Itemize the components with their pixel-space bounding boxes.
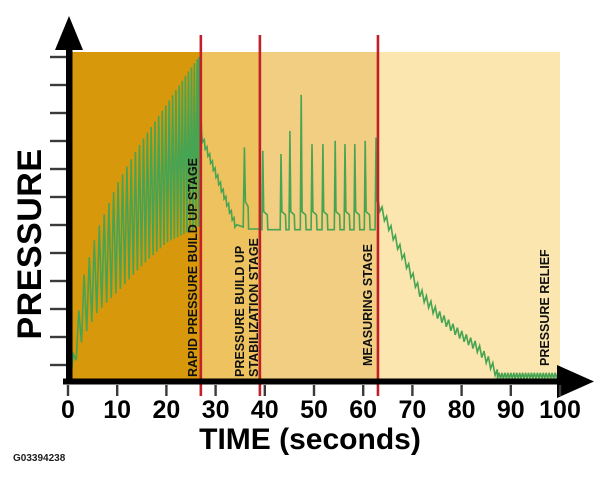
y-tick <box>50 223 66 227</box>
x-tick-20 <box>165 385 168 396</box>
x-tick-100 <box>558 385 562 396</box>
stage-region-4 <box>377 52 560 381</box>
x-axis-tick-labels: 0 10 20 30 40 50 60 70 80 90 100 <box>61 396 581 424</box>
y-axis-title: PRESSURE <box>11 148 49 339</box>
stage-label-2-line-2: STABILIZATION STAGE <box>247 238 261 377</box>
x-axis-title: TIME (seconds) <box>199 423 421 456</box>
stage-region-2 <box>200 52 260 381</box>
y-tick <box>50 335 66 339</box>
stage-label-1-line-1: RAPID PRESSURE BUILD UP STAGE <box>186 158 200 377</box>
y-tick <box>50 307 66 311</box>
x-tick-label-20: 20 <box>152 396 180 424</box>
x-tick-10 <box>116 385 119 396</box>
x-tick-70 <box>411 385 414 396</box>
x-tick-label-0: 0 <box>61 396 75 424</box>
pressure-curve-group <box>69 56 561 380</box>
stage-label-3-line-1: MEASURING STAGE <box>361 244 375 366</box>
x-tick-label-90: 90 <box>497 396 525 424</box>
stage-boundary-lines <box>199 35 380 396</box>
y-tick <box>50 363 66 367</box>
y-tick <box>50 167 66 171</box>
x-tick-label-60: 60 <box>349 396 377 424</box>
stage-label-2-line-1: PRESSURE BUILD UP <box>233 246 247 377</box>
y-axis-line <box>66 46 73 384</box>
y-axis-arrowhead-icon <box>55 16 83 50</box>
stage-labels: RAPID PRESSURE BUILD UP STAGE PRESSURE BU… <box>186 158 552 377</box>
x-tick-0 <box>66 385 70 396</box>
x-tick-80 <box>460 385 463 396</box>
x-tick-60 <box>362 385 365 396</box>
x-tick-label-80: 80 <box>448 396 476 424</box>
y-tick <box>50 251 66 255</box>
x-tick-40 <box>263 385 266 396</box>
y-tick <box>50 279 66 283</box>
y-tick <box>50 111 66 115</box>
x-axis-arrowhead-icon <box>557 365 594 398</box>
x-axis-ticks <box>66 385 562 396</box>
x-tick-30 <box>214 385 217 396</box>
stage-label-4-line-1: PRESSURE RELIEF <box>538 249 552 366</box>
x-tick-label-70: 70 <box>398 396 426 424</box>
y-tick <box>50 55 66 59</box>
y-tick <box>50 83 66 87</box>
y-tick <box>50 139 66 143</box>
x-axis-line <box>63 378 559 385</box>
x-tick-90 <box>509 385 512 396</box>
x-tick-label-30: 30 <box>202 396 230 424</box>
x-tick-50 <box>312 385 316 396</box>
figure-id: G03394238 <box>13 453 66 464</box>
x-tick-label-50: 50 <box>300 396 328 424</box>
pressure-trace <box>69 56 561 380</box>
y-axis-ticks <box>50 55 66 367</box>
x-tick-label-40: 40 <box>251 396 279 424</box>
x-tick-label-10: 10 <box>103 396 131 424</box>
y-tick <box>50 195 66 199</box>
x-tick-label-100: 100 <box>539 396 581 424</box>
